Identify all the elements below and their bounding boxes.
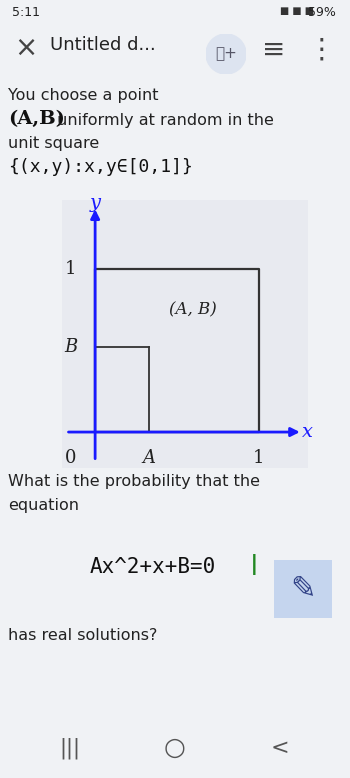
Text: has real solutions?: has real solutions? [8,628,158,643]
Text: unit square: unit square [8,136,99,151]
Circle shape [206,34,246,74]
Text: ⭘+: ⭘+ [215,46,237,61]
Text: uniformly at random in the: uniformly at random in the [52,113,274,128]
Text: A: A [142,449,155,468]
Text: <: < [271,738,289,758]
Text: 0: 0 [65,449,76,468]
FancyBboxPatch shape [270,556,336,622]
Text: ■ ■ ■: ■ ■ ■ [280,6,314,16]
Text: ○: ○ [164,736,186,760]
Text: |: | [248,554,261,575]
Text: Untitled d...: Untitled d... [50,36,156,54]
Text: ✎: ✎ [290,574,316,604]
Text: (A, B): (A, B) [169,301,217,318]
Text: ⋮: ⋮ [308,36,336,64]
Text: ×: × [14,34,37,62]
Text: y: y [90,194,100,212]
Text: What is the probability that the: What is the probability that the [8,474,260,489]
Text: equation: equation [8,498,79,513]
Text: x: x [302,423,313,441]
Text: 1: 1 [253,449,264,468]
Text: {(x,y):x,y∈[0,1]}: {(x,y):x,y∈[0,1]} [8,158,193,176]
Text: 1: 1 [65,260,76,278]
Text: (A,B): (A,B) [8,110,65,128]
Text: B: B [64,338,77,356]
Text: 59%: 59% [308,6,336,19]
Text: ≡: ≡ [262,36,285,64]
Text: You choose a point: You choose a point [8,88,159,103]
Text: 5:11: 5:11 [12,6,40,19]
Text: |||: ||| [60,737,80,759]
Text: Ax^2+x+B=0: Ax^2+x+B=0 [90,557,216,577]
